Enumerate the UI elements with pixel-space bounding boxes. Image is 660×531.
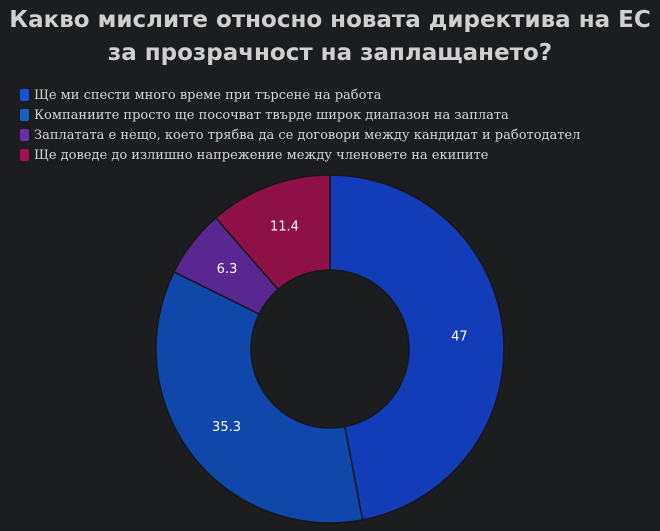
legend-item[interactable]: Ще ми спести много време при търсене на … — [20, 85, 580, 105]
donut-slice[interactable] — [155, 270, 364, 524]
chart-legend: Ще ми спести много време при търсене на … — [20, 85, 580, 165]
legend-label: Компаниите просто ще посочват твърде шир… — [34, 107, 509, 123]
legend-label: Заплатата е нещо, което трябва да се дог… — [34, 127, 581, 143]
donut-slice[interactable] — [329, 174, 505, 521]
donut-slice[interactable] — [214, 174, 331, 291]
legend-item[interactable]: Заплатата е нещо, което трябва да се дог… — [20, 125, 580, 145]
legend-label: Ще ми спести много време при търсене на … — [34, 87, 382, 103]
slice-value-label: 35.3 — [212, 420, 241, 435]
chart-title: Какво мислите относно новата директива н… — [0, 4, 660, 70]
legend-swatch — [20, 149, 29, 161]
legend-swatch — [20, 89, 29, 101]
chart-title-line-1: Какво мислите относно новата директива н… — [9, 7, 651, 33]
legend-label: Ще доведе до излишно напрежение между чл… — [34, 147, 489, 163]
slice-value-label: 6.3 — [217, 262, 238, 277]
legend-swatch — [20, 109, 29, 121]
legend-item[interactable]: Компаниите просто ще посочват твърде шир… — [20, 105, 580, 125]
legend-item[interactable]: Ще доведе до излишно напрежение между чл… — [20, 145, 580, 165]
legend-swatch — [20, 129, 29, 141]
slice-value-label: 47 — [451, 329, 468, 344]
chart-title-line-2: за прозрачност на заплащането? — [107, 40, 553, 66]
slice-value-label: 11.4 — [270, 220, 299, 235]
